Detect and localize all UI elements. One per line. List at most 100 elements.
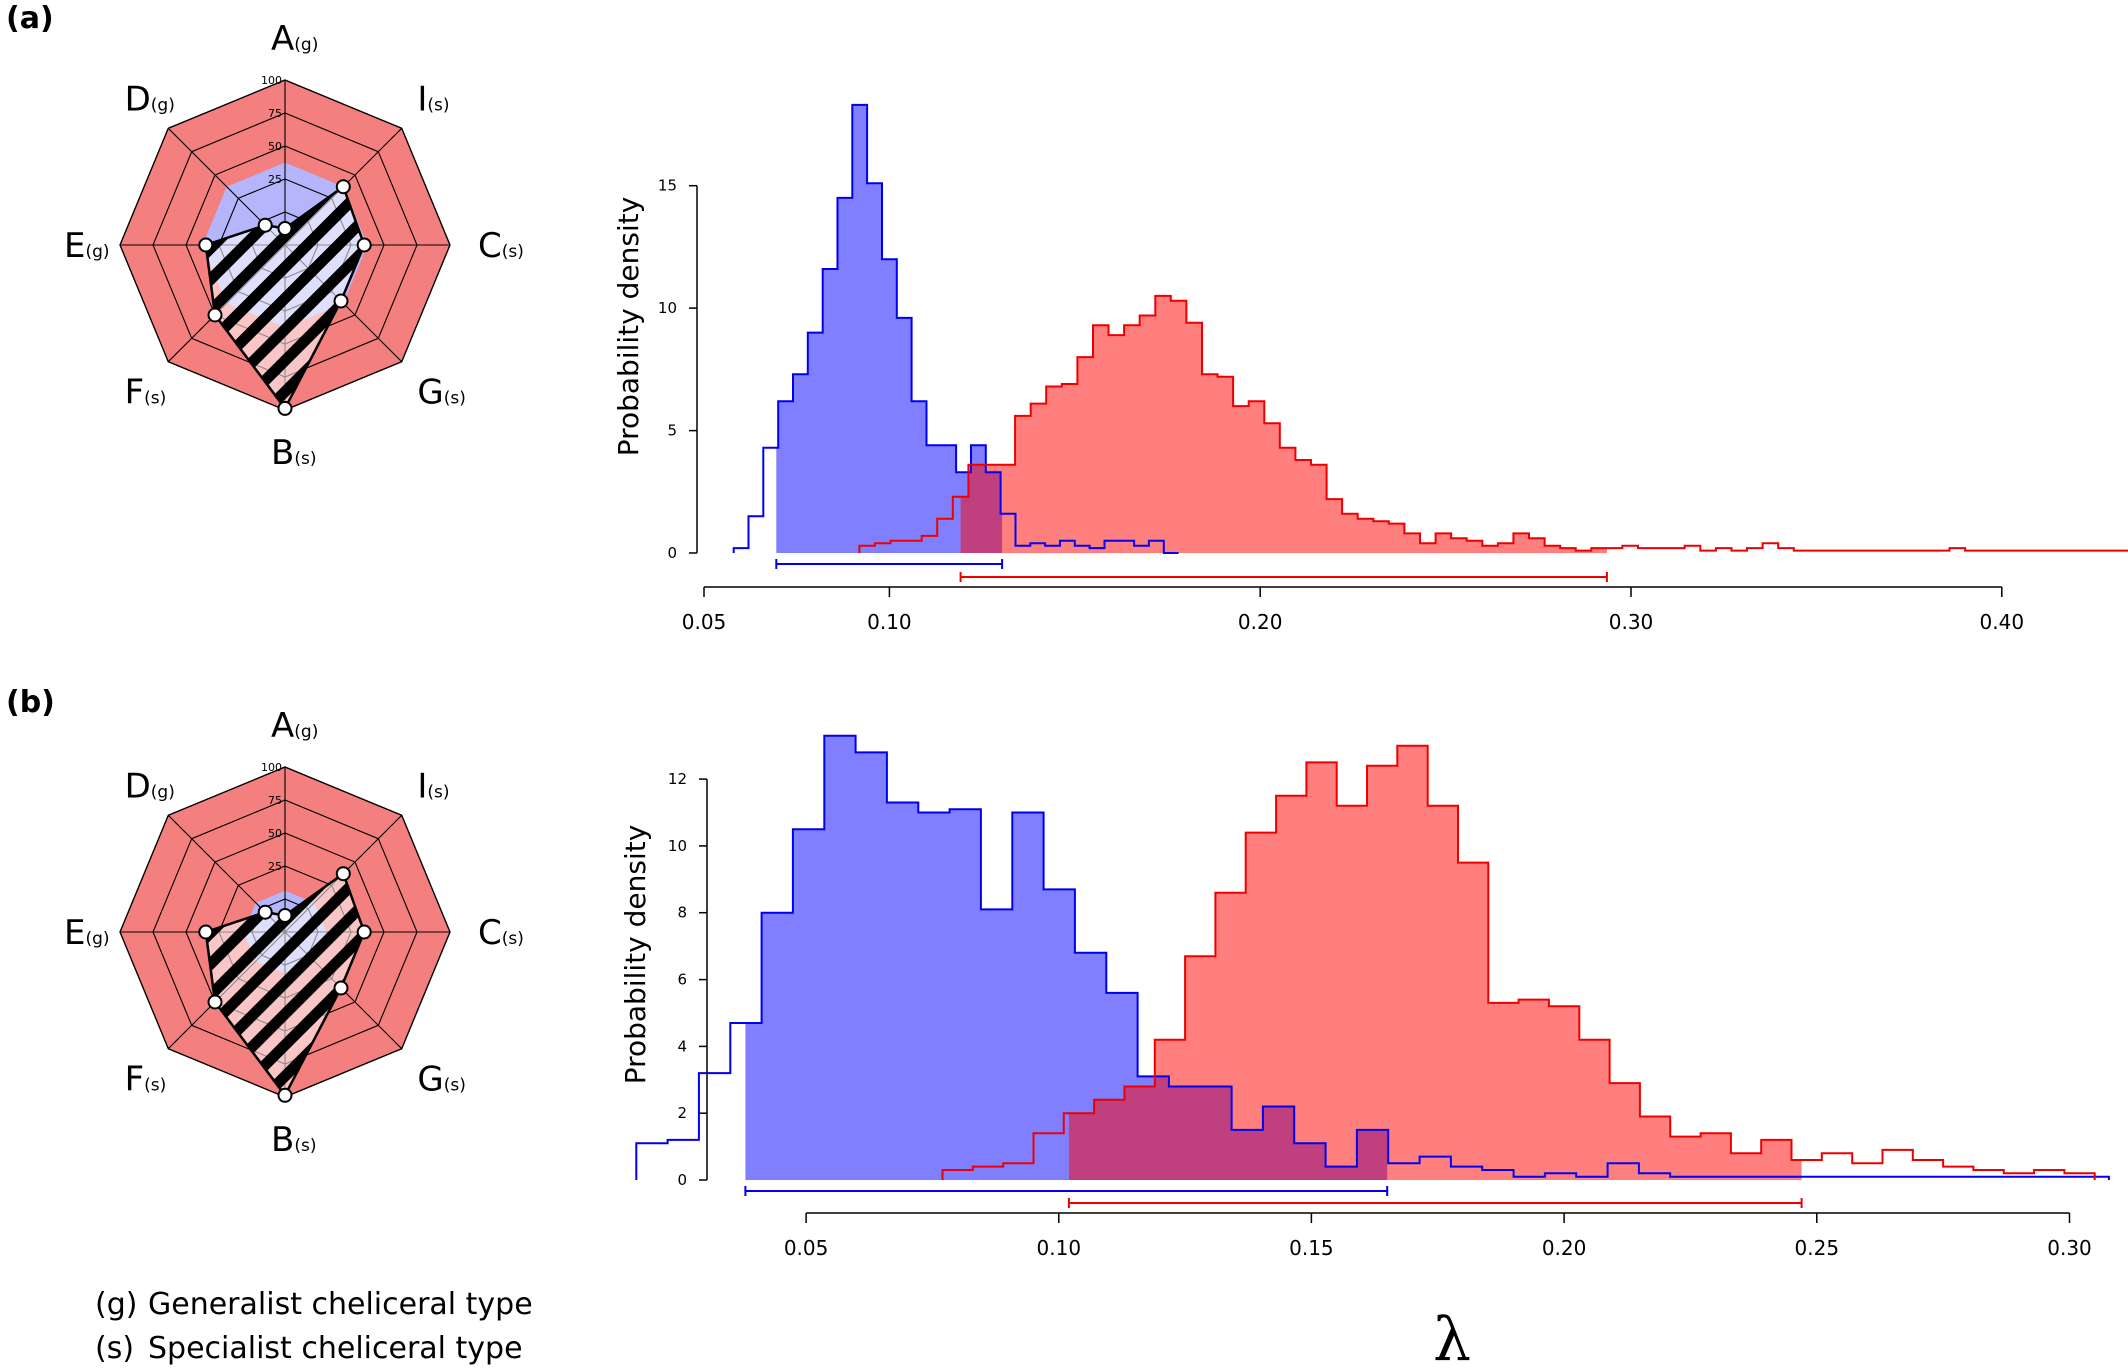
radar-value-point [257, 904, 273, 920]
radar-axis-label-g: G(s) [417, 1059, 465, 1099]
radar-axis-sub-d: (g) [151, 783, 175, 803]
radar-axis-label-c: C(s) [478, 913, 524, 953]
x-tick-label: 0.30 [1609, 610, 1654, 634]
blue-hdi-fill [776, 104, 1003, 554]
radar-value-point [277, 221, 293, 236]
x-tick-label: 0.15 [1289, 1236, 1334, 1260]
x-tick-label: 0.05 [682, 610, 727, 634]
radar-axis-label-e: E(g) [64, 913, 110, 953]
radar-axis-sub-b: (s) [294, 1136, 316, 1156]
radar-axis-label-a: A(g) [271, 19, 318, 59]
radar-axis-label-f: F(s) [125, 1059, 167, 1099]
radar-value-point [257, 217, 273, 233]
x-tick-label: 0.05 [784, 1236, 829, 1260]
radar-chart-a: 25 50 75 100 A(g) I(s) C(s) G(s) B(s) F(s) E(g) D(g… [64, 19, 524, 473]
radar-value-point [198, 237, 214, 253]
radar-axis-sub-g: (s) [444, 1075, 466, 1095]
legend-s-key: (s) [95, 1331, 134, 1366]
y-tick-label: 5 [667, 422, 677, 440]
radar-value-point [335, 179, 351, 195]
y-tick-label: 2 [677, 1104, 687, 1122]
blue-step-outline [635, 734, 2110, 1180]
radar-ring-label: 25 [268, 173, 282, 186]
radar-axis-sub-e: (g) [85, 929, 109, 949]
radar-axis-sub-c: (s) [502, 242, 524, 262]
blue-step-outline [732, 103, 1179, 554]
histogram-a: 0 5 10 15 Probability density 0.05 0.10 0.20 0.3… [612, 103, 2128, 634]
legend-g-text: Generalist cheliceral type [148, 1287, 533, 1322]
radar-axis-sub-a: (g) [294, 722, 318, 742]
panel-label-a: (a) [6, 1, 54, 36]
x-axis-title: λ [1433, 1305, 1471, 1372]
y-tick-label: 0 [667, 544, 677, 562]
radar-axis-label-e: E(g) [64, 226, 110, 266]
radar-value-point [277, 400, 293, 416]
red-hdi-fill [1068, 745, 1802, 1180]
radar-value-point [356, 924, 372, 940]
radar-value-point [356, 237, 372, 253]
panel-label-b: (b) [6, 685, 55, 720]
radar-value-point [198, 924, 214, 940]
radar-ring-label: 50 [268, 827, 282, 840]
radar-axis-sub-f: (s) [144, 1075, 166, 1095]
radar-axis-label-d: D(g) [125, 80, 175, 120]
radar-axis-sub-a: (g) [294, 35, 318, 55]
radar-axis-sub-b: (s) [294, 449, 316, 469]
histogram-b: 0 2 4 6 8 10 12 Probability density 0.05 0.10 0.15… [619, 734, 2110, 1372]
radar-axis-label-f: F(s) [125, 372, 167, 412]
legend: (g) Generalist cheliceral type (s) Speci… [95, 1287, 533, 1366]
radar-value-point [333, 980, 349, 996]
red-hdi-fill [960, 295, 1607, 553]
radar-value-point [277, 908, 293, 923]
x-tick-label: 0.25 [1795, 1236, 1840, 1260]
radar-axis-label-d: D(g) [125, 767, 175, 807]
radar-value-point [207, 994, 223, 1010]
y-axis-title: Probability density [619, 825, 652, 1085]
y-tick-label: 10 [668, 837, 687, 855]
x-tick-label: 0.20 [1238, 610, 1283, 634]
radar-axis-label-i: I(s) [417, 767, 449, 807]
radar-axis-sub-d: (g) [151, 96, 175, 116]
radar-axis-label-g: G(s) [417, 372, 465, 412]
radar-chart-b: 25 50 75 100 A(g) I(s) C(s) G(s) B(s) F(s) E(g) D(g… [64, 706, 524, 1160]
red-step-outline [858, 294, 2128, 553]
radar-ring-label: 25 [268, 860, 282, 873]
y-axis-title: Probability density [612, 197, 645, 457]
radar-ring-label: 100 [261, 74, 282, 87]
radar-axis-label-b: B(s) [271, 1120, 316, 1160]
overlap-fill [960, 464, 1003, 553]
radar-value-point [335, 866, 351, 882]
x-tick-label: 0.40 [1980, 610, 2025, 634]
radar-axis-sub-i: (s) [427, 783, 449, 803]
y-tick-label: 0 [677, 1171, 687, 1189]
legend-g-key: (g) [95, 1287, 137, 1322]
radar-value-point [333, 293, 349, 309]
radar-ring-label: 100 [261, 761, 282, 774]
y-tick-label: 8 [677, 904, 687, 922]
radar-ring-label: 75 [268, 107, 282, 120]
radar-axis-sub-f: (s) [144, 388, 166, 408]
radar-value-point [277, 1087, 293, 1103]
radar-axis-sub-c: (s) [502, 929, 524, 949]
legend-s-text: Specialist cheliceral type [148, 1331, 523, 1366]
radar-axis-sub-e: (g) [85, 242, 109, 262]
x-tick-label: 0.10 [1037, 1236, 1082, 1260]
y-tick-label: 6 [677, 971, 687, 989]
radar-axis-sub-g: (s) [444, 388, 466, 408]
y-tick-label: 10 [658, 299, 677, 317]
radar-ring-label: 50 [268, 140, 282, 153]
y-tick-label: 12 [668, 770, 687, 788]
y-tick-label: 15 [658, 177, 677, 195]
radar-ring-label: 75 [268, 794, 282, 807]
radar-axis-label-c: C(s) [478, 226, 524, 266]
radar-axis-label-a: A(g) [271, 706, 318, 746]
red-step-outline [941, 744, 2096, 1180]
y-tick-label: 4 [677, 1037, 687, 1055]
radar-value-point [207, 307, 223, 323]
radar-axis-label-i: I(s) [417, 80, 449, 120]
x-tick-label: 0.30 [2047, 1236, 2092, 1260]
x-tick-label: 0.10 [867, 610, 912, 634]
blue-hdi-fill [745, 735, 1388, 1180]
radar-axis-label-b: B(s) [271, 433, 316, 473]
